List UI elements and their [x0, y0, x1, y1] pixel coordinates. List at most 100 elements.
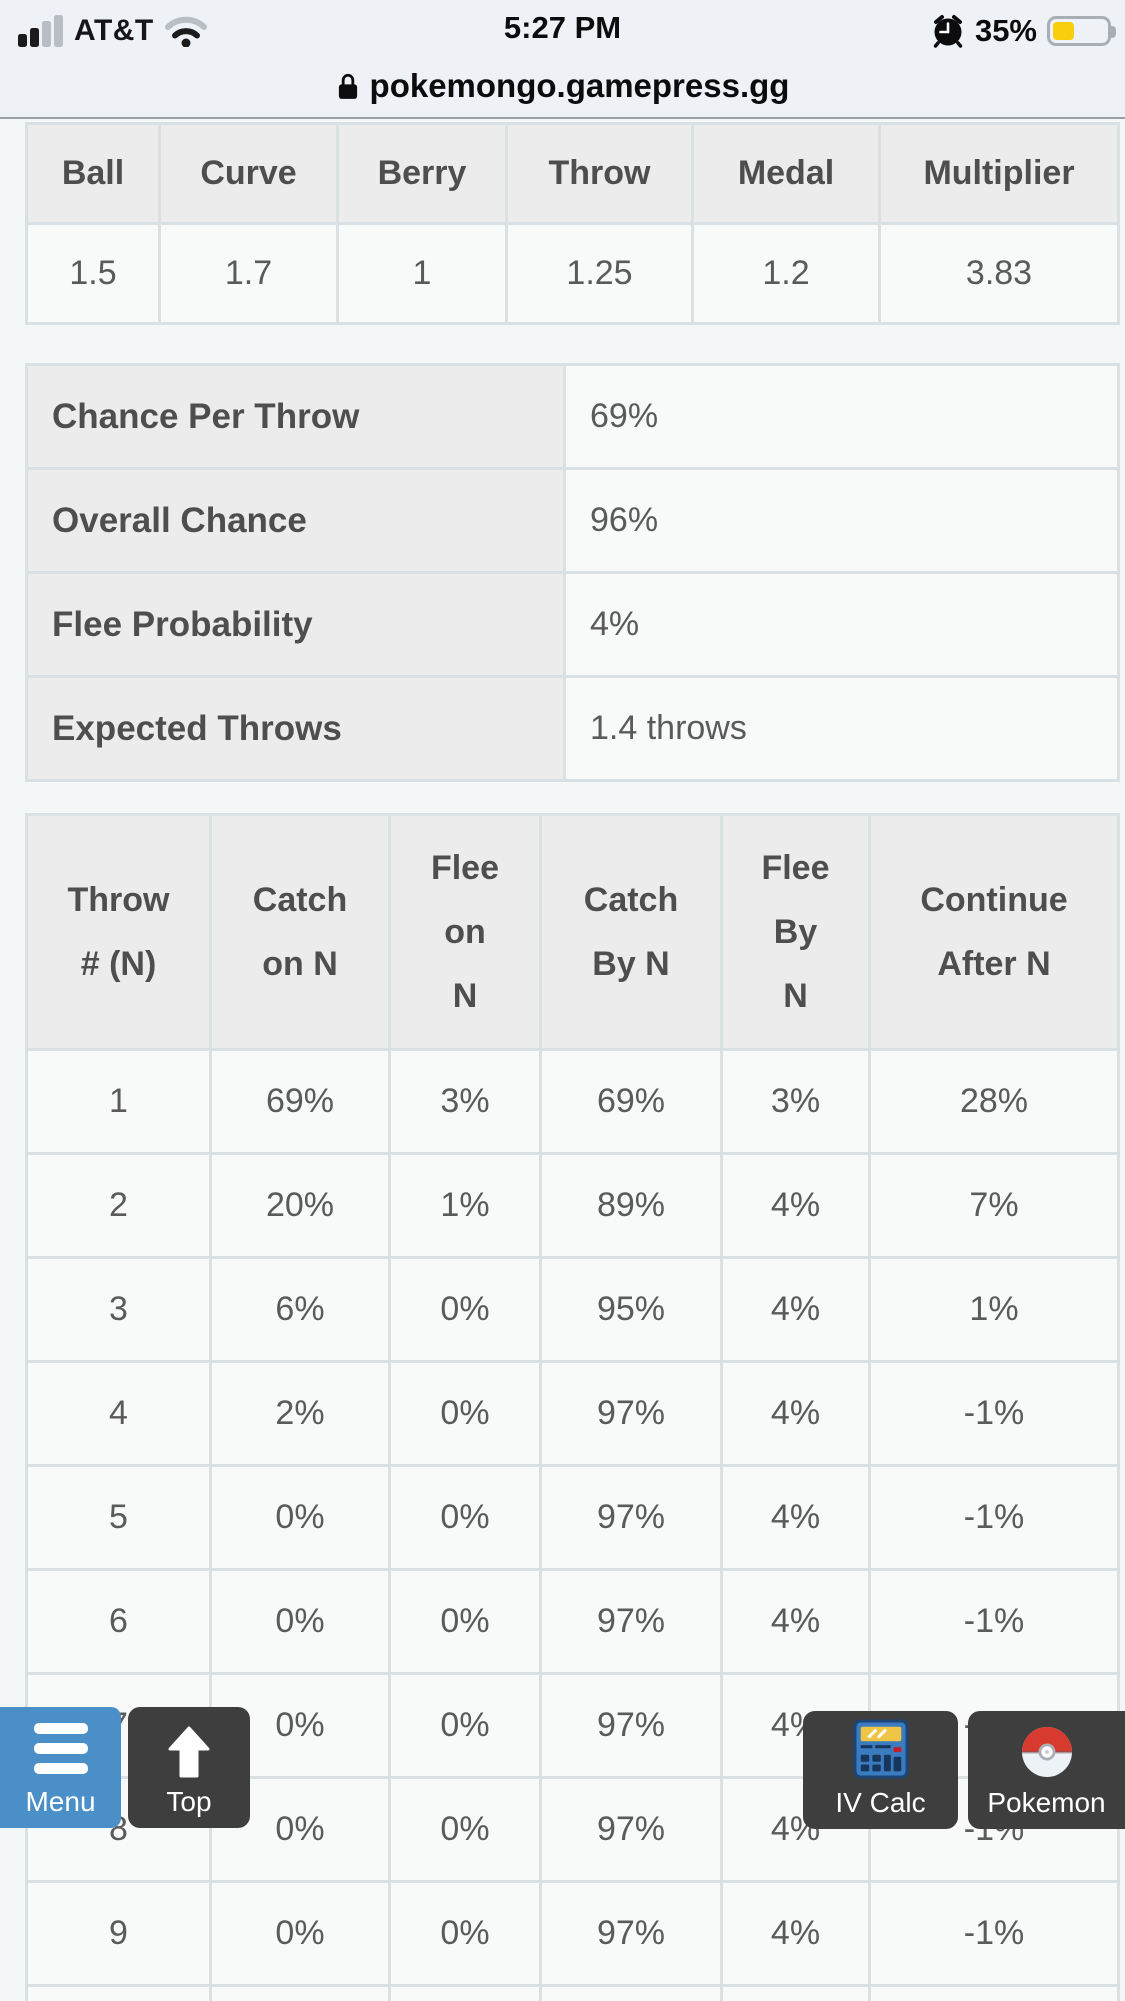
table-row: 9 0% 0% 97% 4% -1%: [25, 1880, 1120, 1987]
cell: 97%: [539, 1464, 723, 1571]
safari-chrome: AT&T 5:27 PM 35%: [0, 0, 1125, 119]
cell: 95%: [539, 1256, 723, 1363]
pokeball-icon: [1021, 1727, 1072, 1777]
cell: 97%: [539, 1672, 723, 1779]
col-header: Catch By N: [539, 813, 723, 1051]
col-header: Flee on N: [388, 813, 542, 1051]
table-row: 3 6% 0% 95% 4% 1%: [25, 1256, 1120, 1363]
cell: -1%: [868, 1568, 1120, 1675]
throws-header-row: Throw # (N) Catch on N Flee on N Catch B…: [25, 813, 1120, 1051]
cell: 1%: [388, 1152, 542, 1259]
iv-calc-button-label: IV Calc: [835, 1787, 926, 1818]
cell: 2: [25, 1152, 212, 1259]
col-header: Multiplier: [878, 122, 1120, 225]
cell: 97%: [539, 1776, 723, 1883]
table-row: 6 0% 0% 97% 4% -1%: [25, 1568, 1120, 1675]
cell: 4%: [720, 1880, 871, 1987]
cell: 0%: [209, 1568, 391, 1675]
scroll-to-top-button[interactable]: Top: [128, 1707, 250, 1828]
table-row: Overall Chance 96%: [25, 467, 1120, 574]
cell: 1.7: [158, 222, 339, 325]
cell: 0%: [388, 1880, 542, 1987]
table-row: Expected Throws 1.4 throws: [25, 675, 1120, 782]
cell: 4%: [720, 1152, 871, 1259]
cell: 20%: [209, 1152, 391, 1259]
carrier-label: AT&T: [74, 14, 154, 47]
multiplier-header-row: Ball Curve Berry Throw Medal Multiplier: [25, 122, 1120, 225]
cell: 4%: [720, 1776, 871, 1883]
cell: 5: [25, 1464, 212, 1571]
pokemon-button-label: Pokemon: [987, 1787, 1106, 1818]
row-label: Chance Per Throw: [25, 363, 566, 470]
cell: 89%: [539, 1152, 723, 1259]
cell: 2%: [209, 1360, 391, 1467]
cell: 97%: [539, 1880, 723, 1987]
alarm-clock-icon: [933, 15, 963, 48]
row-label: Expected Throws: [25, 675, 566, 782]
cell: 4%: [720, 1360, 871, 1467]
battery-fill: [1053, 22, 1074, 40]
menu-button[interactable]: Menu: [0, 1707, 121, 1828]
cell: 4%: [720, 1568, 871, 1675]
cell: 0%: [209, 1880, 391, 1987]
status-left-cluster: AT&T: [18, 14, 208, 48]
col-header: Medal: [691, 122, 881, 225]
menu-button-label: Menu: [25, 1786, 96, 1817]
cell: 9: [25, 1880, 212, 1987]
calculator-icon: [852, 1719, 909, 1779]
hamburger-icon: [33, 1723, 88, 1774]
cell: 6%: [209, 1256, 391, 1363]
col-header: Curve: [158, 122, 339, 225]
cell: 3%: [388, 1048, 542, 1155]
arrow-up-icon: [168, 1726, 210, 1778]
lock-icon: [338, 73, 357, 99]
row-label: Overall Chance: [25, 467, 566, 574]
cell: 0%: [388, 1256, 542, 1363]
cell: 1%: [868, 1256, 1120, 1363]
cell: 69%: [209, 1048, 391, 1155]
url-domain: pokemongo.gamepress.gg: [369, 67, 790, 104]
col-header: Flee By N: [720, 813, 871, 1051]
cell: 96%: [563, 467, 1120, 574]
throws-table: Throw # (N) Catch on N Flee on N Catch B…: [25, 813, 1120, 2001]
status-bar: AT&T 5:27 PM 35%: [0, 0, 1125, 56]
cell: 28%: [868, 1048, 1120, 1155]
cell: 69%: [563, 363, 1120, 470]
table-row: Chance Per Throw 69%: [25, 363, 1120, 470]
cell: 97%: [539, 1360, 723, 1467]
table-row: 5 0% 0% 97% 4% -1%: [25, 1464, 1120, 1571]
cell: 1: [25, 1048, 212, 1155]
wifi-icon: [164, 16, 207, 47]
cell: 7%: [868, 1152, 1120, 1259]
summary-table: Chance Per Throw 69% Overall Chance 96% …: [25, 363, 1120, 782]
battery-nub: [1111, 26, 1116, 38]
cell: 4: [25, 1360, 212, 1467]
cell: 0%: [388, 1464, 542, 1571]
cellular-signal-icon: [18, 15, 63, 47]
multiplier-value-row: 1.5 1.7 1 1.25 1.2 3.83: [25, 222, 1120, 325]
clock-time: 5:27 PM: [503, 10, 622, 45]
cell: 4%: [720, 1256, 871, 1363]
cell: 3: [25, 1256, 212, 1363]
cell: 0%: [388, 1360, 542, 1467]
iv-calc-button[interactable]: IV Calc: [803, 1711, 958, 1829]
cell: -1%: [868, 1880, 1120, 1987]
status-right-cluster: 35%: [931, 13, 1116, 49]
cell: 1.2: [691, 222, 881, 325]
cell: 0%: [388, 1672, 542, 1779]
cell: 97%: [539, 1568, 723, 1675]
col-header: Berry: [336, 122, 508, 225]
row-label: Flee Probability: [25, 571, 566, 678]
cell: 4%: [563, 571, 1120, 678]
cell: 3%: [720, 1048, 871, 1155]
pokemon-button[interactable]: Pokemon: [968, 1711, 1125, 1829]
address-bar[interactable]: pokemongo.gamepress.gg: [0, 56, 1125, 116]
col-header: Ball: [25, 122, 161, 225]
table-row: Flee Probability 4%: [25, 571, 1120, 678]
col-header: Continue After N: [868, 813, 1120, 1051]
table-row: 1 69% 3% 69% 3% 28%: [25, 1048, 1120, 1155]
cell: 1: [336, 222, 508, 325]
cell: 4%: [720, 1464, 871, 1571]
cell: 6: [25, 1568, 212, 1675]
